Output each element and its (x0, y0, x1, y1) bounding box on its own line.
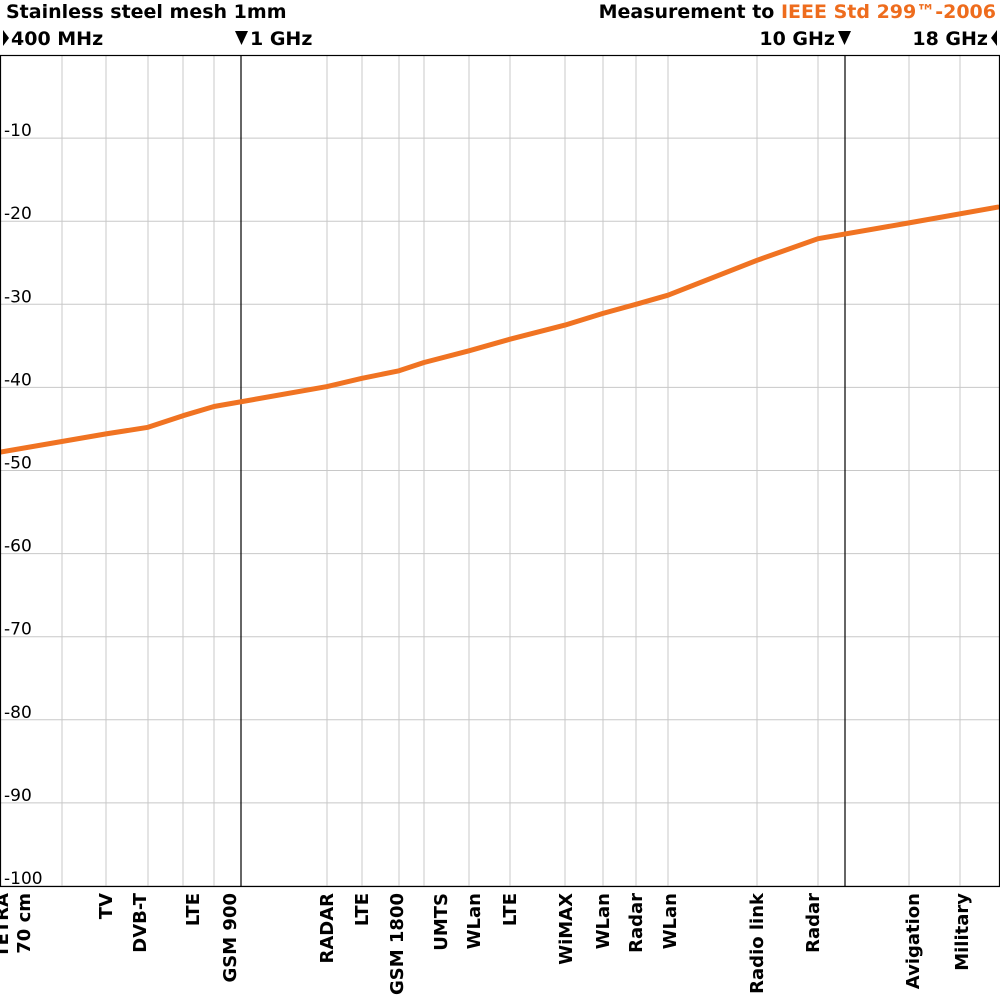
marker-18ghz: 18 GHz (912, 28, 988, 50)
data-point (213, 406, 215, 408)
standard-prefix: Measurement to (599, 1, 781, 23)
data-point (817, 238, 819, 240)
data-point (564, 324, 566, 326)
data-point (997, 206, 999, 208)
standard-note: Measurement to IEEE Std 299™-2006 (599, 1, 996, 23)
y-tick-label: -40 (4, 370, 32, 390)
data-point (468, 350, 470, 352)
band-label: WLan (660, 893, 681, 949)
y-tick-label: -100 (4, 869, 43, 889)
marker-1ghz: 1 GHz (250, 28, 312, 50)
band-label: UMTS (431, 893, 452, 951)
y-tick-label: -10 (4, 121, 32, 141)
data-point (756, 259, 758, 261)
band-label: Radar (626, 893, 647, 953)
marker-400mhz: 400 MHz (11, 28, 103, 50)
data-point (667, 294, 669, 296)
data-point (635, 303, 637, 305)
band-label: WLan (464, 893, 485, 949)
band-labels: TETRA70 cm TV DVB-T LTE GSM 900 RADAR LTE GSM 1… (0, 892, 973, 995)
band-label: LTE (183, 893, 204, 926)
band-label: TV (96, 893, 117, 919)
start-marker-icon (3, 30, 9, 46)
data-point (326, 386, 328, 388)
band-label: Military (952, 893, 973, 971)
data-point (509, 338, 511, 340)
band-label: LTE (500, 893, 521, 926)
y-tick-label: -60 (4, 537, 32, 557)
end-marker-icon (991, 30, 997, 46)
standard-name: IEEE Std 299™-2006 (781, 1, 996, 23)
y-tick-label: -50 (4, 454, 32, 474)
data-point (182, 415, 184, 417)
band-label: GSM 1800 (387, 893, 408, 995)
marker-10ghz: 10 GHz (759, 28, 835, 50)
chart-grid (0, 55, 1000, 887)
data-point (147, 426, 149, 428)
y-tick-label: -70 (4, 620, 32, 640)
data-point (398, 370, 400, 372)
band-label: WiMAX (556, 893, 577, 965)
data-point (361, 377, 363, 379)
y-tick-label: -20 (4, 204, 32, 224)
band-label: Radar (803, 893, 824, 953)
band-label: DVB-T (130, 892, 151, 952)
y-tick-label: -90 (4, 786, 32, 806)
y-tick-label: -30 (4, 287, 32, 307)
data-point (105, 433, 107, 435)
data-point (908, 222, 910, 224)
data-series (0, 204, 1000, 455)
series-line (0, 204, 1000, 455)
band-label: TETRA70 cm (0, 893, 35, 958)
ten-ghz-marker-icon (838, 31, 851, 45)
band-label: Avigation (903, 893, 924, 989)
y-axis-ticks: -10 -20 -30 -40 -50 -60 -70 -80 -90 -100 (4, 121, 43, 889)
data-point (423, 361, 425, 363)
y-tick-label: -80 (4, 703, 32, 723)
band-label: GSM 900 (220, 893, 241, 983)
chart-title: Stainless steel mesh 1mm (6, 1, 287, 23)
band-label: Radio link (747, 892, 768, 994)
band-label: WLan (593, 893, 614, 949)
one-ghz-marker-icon (235, 31, 248, 45)
band-label: LTE (352, 893, 373, 926)
data-point (602, 312, 604, 314)
band-label: RADAR (317, 893, 338, 964)
